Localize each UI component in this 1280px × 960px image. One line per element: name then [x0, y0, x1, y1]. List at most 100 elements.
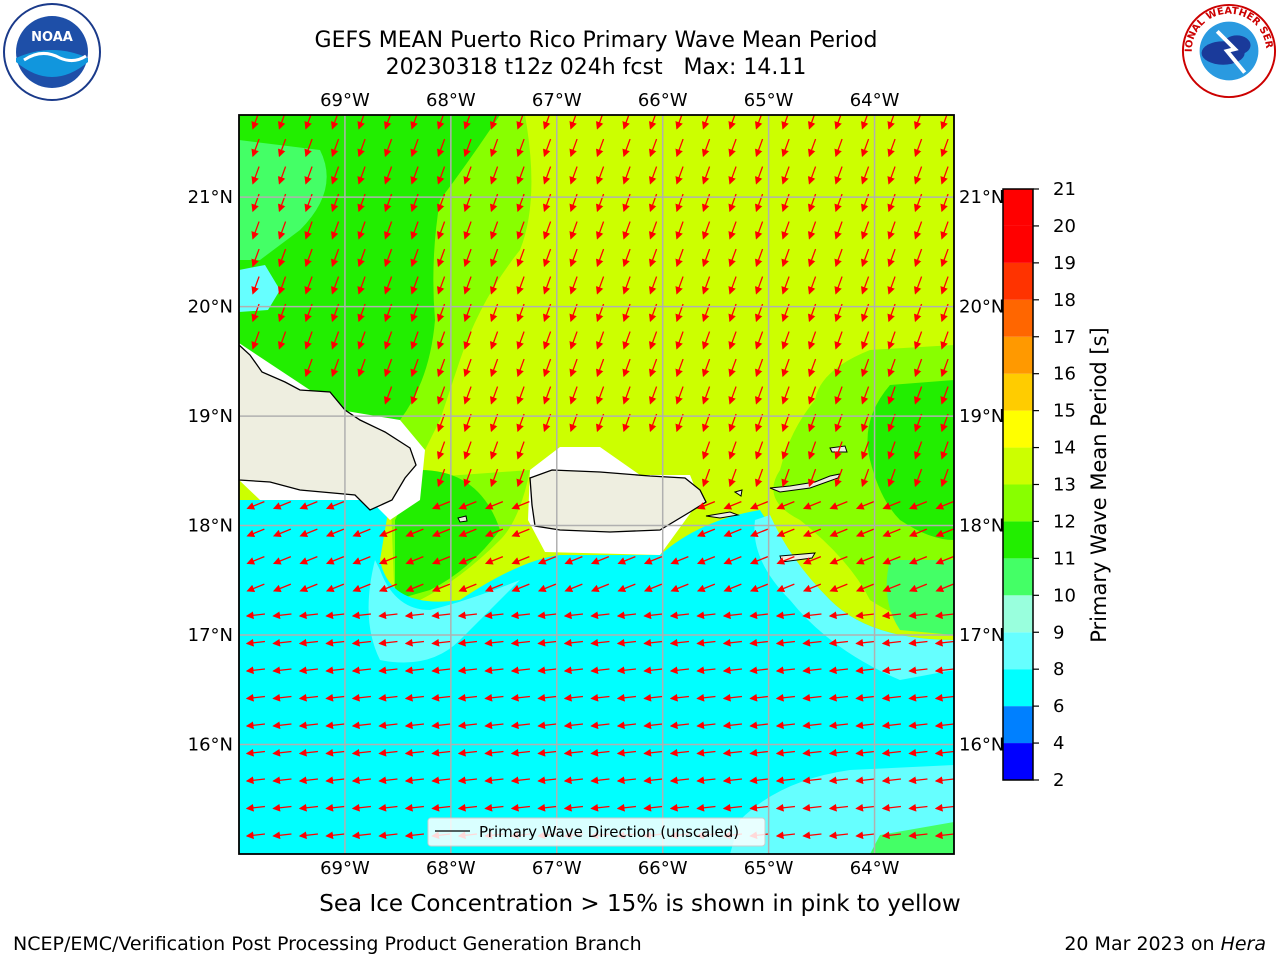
- wave-direction-arrow: [934, 721, 954, 730]
- wave-direction-arrow: [913, 358, 923, 378]
- wave-direction-arrow: [696, 583, 716, 593]
- wave-direction-arrow: [299, 528, 318, 538]
- wave-direction-arrow: [404, 831, 425, 840]
- lon-label: 69°W: [320, 90, 370, 111]
- wave-direction-arrow: [330, 248, 340, 268]
- wave-direction-arrow: [277, 221, 287, 240]
- footer-branch: NCEP/EMC/Verification Post Processing Pr…: [13, 933, 642, 955]
- colorbar-tick-label: 6: [1053, 696, 1064, 717]
- wave-direction-arrow: [807, 221, 817, 240]
- wave-direction-arrow: [908, 501, 928, 510]
- wave-direction-arrow: [510, 666, 531, 675]
- wave-direction-arrow: [834, 115, 842, 130]
- wave-direction-arrow: [484, 693, 504, 702]
- wave-direction-arrow: [542, 248, 552, 268]
- wave-direction-arrow: [616, 638, 637, 647]
- wave-direction-arrow: [590, 721, 610, 730]
- wave-direction-arrow: [351, 693, 372, 702]
- wave-direction-arrow: [940, 221, 949, 240]
- wave-direction-arrow: [378, 583, 398, 593]
- wave-direction-arrow: [622, 248, 631, 268]
- wave-direction-arrow: [701, 276, 711, 295]
- wave-direction-arrow: [595, 166, 605, 185]
- colorbar-ticks: 2 4 6 8 9 10 11 12 13 14 15 16 17 18 19 20 21: [1033, 179, 1076, 791]
- wave-direction-arrow: [404, 721, 425, 730]
- wave-direction-arrow: [696, 803, 716, 812]
- wave-direction-arrow: [728, 386, 737, 405]
- wave-direction-arrow: [431, 528, 451, 538]
- wave-direction-arrow: [616, 748, 637, 757]
- wave-direction-arrow: [516, 413, 525, 433]
- wave-direction-arrow: [934, 776, 954, 785]
- wave-direction-arrow: [781, 468, 790, 488]
- wave-direction-arrow: [908, 666, 928, 675]
- wave-direction-arrow: [410, 166, 419, 185]
- wave-direction-arrow: [410, 358, 419, 378]
- wave-direction-arrow: [828, 721, 849, 730]
- wave-direction-arrow: [834, 441, 843, 460]
- wave-direction-arrow: [701, 413, 711, 433]
- wave-direction-arrow: [728, 248, 737, 268]
- wave-direction-arrow: [828, 831, 849, 840]
- wave-direction-arrow: [542, 276, 552, 295]
- wave-direction-arrow: [510, 721, 531, 730]
- colorbar-tick-label: 11: [1053, 548, 1076, 569]
- wave-direction-arrow: [569, 276, 578, 295]
- wave-direction-arrow: [669, 748, 690, 757]
- wave-direction-arrow: [595, 331, 605, 350]
- wave-direction-arrow: [908, 831, 928, 840]
- legend-label: Primary Wave Direction (unscaled): [479, 823, 739, 841]
- wave-direction-arrow: [325, 501, 345, 510]
- wave-direction-arrow: [330, 331, 340, 350]
- wave-direction-arrow: [881, 638, 902, 647]
- wave-direction-arrow: [669, 693, 690, 702]
- wave-direction-arrow: [436, 468, 446, 488]
- wave-direction-arrow: [357, 115, 365, 130]
- wave-direction-arrow: [251, 331, 260, 350]
- wave-direction-arrow: [489, 331, 499, 350]
- wave-direction-arrow: [754, 115, 763, 130]
- wave-direction-arrow: [431, 556, 451, 565]
- wave-direction-arrow: [489, 166, 499, 185]
- wave-direction-arrow: [802, 693, 822, 702]
- wave-direction-arrow: [325, 831, 345, 840]
- wave-direction-arrow: [595, 413, 605, 433]
- wave-direction-arrow: [304, 138, 313, 158]
- colorbar-tick-label: 19: [1053, 253, 1076, 274]
- wave-direction-arrow: [436, 441, 446, 460]
- wave-direction-arrow: [855, 831, 875, 840]
- wave-direction-arrow: [940, 138, 949, 158]
- wave-direction-arrow: [701, 468, 711, 488]
- wave-direction-arrow: [775, 803, 796, 812]
- wave-direction-arrow: [537, 748, 557, 757]
- wave-direction-arrow: [590, 611, 610, 620]
- wave-direction-arrow: [457, 638, 478, 647]
- wave-direction-arrow: [887, 358, 896, 378]
- wave-direction-arrow: [616, 803, 637, 812]
- wave-direction-arrow: [590, 748, 610, 757]
- colorbar-tick-label: 13: [1053, 475, 1076, 496]
- lon-labels-bottom: 69°W 68°W 67°W 66°W 65°W 64°W: [320, 858, 900, 879]
- wave-direction-arrow: [510, 638, 531, 647]
- wave-direction-arrow: [728, 358, 737, 378]
- map-title: GEFS MEAN Puerto Rico Primary Wave Mean …: [314, 28, 878, 53]
- wave-direction-arrow: [723, 583, 742, 593]
- wave-direction-arrow: [749, 803, 769, 812]
- wave-direction-arrow: [696, 556, 716, 565]
- wave-direction-arrow: [489, 386, 499, 405]
- wave-direction-arrow: [330, 358, 340, 378]
- wave-direction-arrow: [807, 413, 817, 433]
- lon-labels-top: 69°W 68°W 67°W 66°W 65°W 64°W: [320, 90, 900, 111]
- wave-direction-arrow: [855, 638, 875, 647]
- lon-label: 66°W: [638, 90, 688, 111]
- wave-direction-arrows: [245, 115, 954, 840]
- wave-direction-arrow: [298, 611, 319, 620]
- wave-direction-arrow: [299, 556, 318, 565]
- wave-direction-arrow: [484, 583, 504, 593]
- wave-direction-arrow: [860, 468, 870, 488]
- wave-direction-arrow: [622, 138, 631, 158]
- wave-direction-arrow: [304, 358, 313, 378]
- wave-direction-arrow: [781, 386, 790, 405]
- wave-direction-arrow: [648, 115, 657, 130]
- wave-direction-arrow: [675, 221, 684, 240]
